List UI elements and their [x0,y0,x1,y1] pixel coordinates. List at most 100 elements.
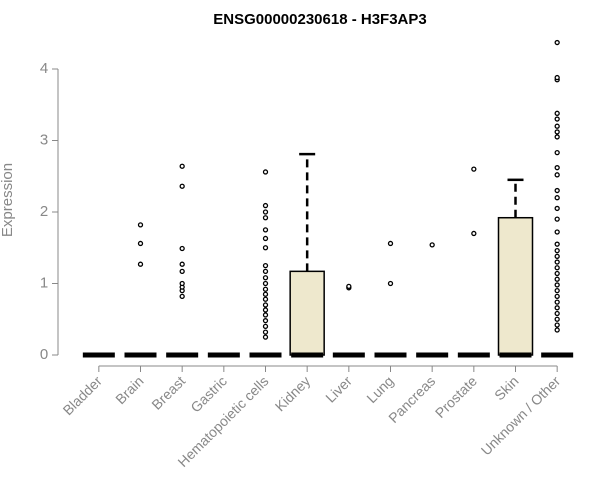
outlier-point [554,134,560,140]
outlier-point [554,310,560,317]
outlier-point [179,268,185,274]
outlier-point [471,230,477,237]
outlier-point [471,166,477,172]
x-tick-label: Unknown / Other [478,373,564,459]
outlier-point [554,287,560,294]
outlier-point [179,261,185,267]
y-tick-label: 3 [40,131,48,148]
outlier-point [262,318,269,324]
outlier-point [554,282,560,288]
outlier-point [262,286,269,292]
x-tick-label: Skin [491,373,522,404]
outlier-point [262,262,269,269]
outlier-point [179,245,185,252]
outlier-point [262,280,269,287]
outlier-point [554,216,560,222]
outlier-point [262,323,269,330]
outlier-point [262,268,269,274]
outlier-point [554,39,560,46]
outlier-point [554,172,560,178]
chart-title: ENSG00000230618 - H3F3AP3 [213,11,426,28]
outlier-point [554,229,560,235]
x-tick-label: Brain [112,373,146,407]
outlier-point [137,240,144,247]
x-tick-label: Kidney [272,373,314,415]
outlier-point [179,183,185,189]
outlier-point [262,209,269,215]
outlier-point [554,293,560,300]
outlier-point [179,163,185,169]
box-unknown-other [541,39,574,358]
outlier-point [554,276,560,282]
outlier-point [554,165,560,171]
box-prostate [457,166,490,358]
outlier-point [554,327,560,333]
outlier-point [262,334,269,340]
box-breast [166,163,199,358]
outlier-point [554,205,560,212]
outlier-point [554,247,560,254]
box-pancreas [416,242,449,358]
x-tick-label: Liver [322,373,355,406]
outlier-point [554,116,560,122]
y-tick-label: 0 [40,346,48,363]
outlier-point [262,227,269,233]
box-liver [332,283,365,358]
outlier-point [262,329,269,335]
outlier-point [262,169,269,175]
x-tick-label: Bladder [60,373,106,419]
outlier-point [262,296,269,302]
outlier-point [262,245,269,251]
box-body [289,270,325,356]
outlier-point [554,110,560,116]
outlier-point [554,123,560,129]
outlier-point [262,275,269,281]
box-lung [374,240,407,358]
outlier-point [554,259,560,265]
outlier-point [554,316,560,322]
outlier-point [554,322,560,328]
outlier-point [429,242,435,248]
box-kidney [289,152,325,358]
outlier-point [554,270,560,277]
outlier-point [554,305,560,311]
box-brain [124,222,157,358]
outlier-point [137,222,144,228]
outlier-point [554,241,560,247]
y-tick-label: 1 [40,274,48,291]
outlier-point [554,129,560,135]
outlier-point [554,299,560,305]
outlier-point [262,215,269,221]
outlier-point [262,307,269,313]
outlier-point [554,265,560,271]
outlier-point [262,291,269,297]
x-tick-label: Prostate [432,373,480,421]
y-tick-label: 2 [40,203,48,220]
outlier-point [554,253,560,259]
outlier-point [262,302,269,308]
outlier-point [179,280,185,287]
x-tick-label: Lung [363,373,396,406]
outlier-point [387,240,394,247]
outlier-point [387,280,394,287]
outlier-point [262,312,269,318]
box-series [82,39,574,358]
outlier-point [554,187,560,194]
x-tick-label: Breast [148,373,188,413]
outlier-point [262,235,269,242]
box-skin [497,178,534,358]
outlier-point [554,150,560,156]
outlier-point [262,202,269,209]
outlier-point [554,195,560,201]
box-hematopoietic-cells [249,169,282,358]
outlier-point [554,74,560,81]
outlier-point [179,293,185,300]
y-axis-label: Expression [0,163,16,237]
box-body [497,216,534,356]
y-axis: 0 1 2 3 4 [40,60,59,363]
y-tick-label: 4 [40,60,48,77]
outlier-point [346,283,352,290]
outlier-point [137,261,144,267]
